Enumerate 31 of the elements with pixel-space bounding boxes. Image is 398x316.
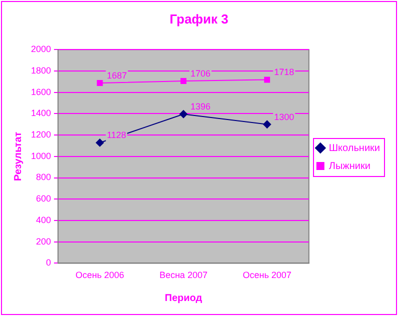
y-tick-label: 200 — [36, 236, 52, 246]
y-tick-label: 800 — [36, 172, 52, 182]
y-tick-label: 0 — [46, 258, 52, 268]
point — [264, 76, 270, 83]
x-tick-label: Весна 2007 — [159, 270, 208, 280]
y-tick-label: 1400 — [30, 108, 52, 118]
legend-label: Школьники — [328, 142, 380, 154]
data-label: 1128 — [106, 130, 126, 140]
data-label: 1396 — [190, 102, 210, 112]
point — [179, 110, 188, 118]
chart-title: График 3 — [170, 11, 228, 26]
data-label: 1718 — [274, 67, 294, 78]
y-tick-label: 600 — [36, 194, 52, 204]
data-label: 1300 — [274, 112, 294, 122]
legend-label: Лыжники — [328, 160, 370, 172]
x-axis-title: Период — [164, 292, 203, 304]
y-tick-label: 1800 — [30, 65, 52, 76]
point — [96, 138, 104, 147]
data-label: 1706 — [190, 68, 210, 78]
y-tick-label: 400 — [36, 214, 52, 225]
data-label: 1687 — [106, 70, 127, 81]
y-tick-label: 1600 — [30, 86, 52, 97]
point — [96, 80, 103, 86]
x-tick-label: Осень 2006 — [75, 270, 124, 280]
y-tick-label: 1200 — [30, 130, 52, 140]
x-tick-label: Осень 2007 — [242, 270, 292, 280]
y-tick-label: 2000 — [30, 44, 52, 54]
y-tick-label: 1000 — [30, 150, 52, 161]
y-axis-title: Результат — [12, 132, 24, 181]
point — [263, 120, 272, 128]
point — [180, 78, 186, 84]
